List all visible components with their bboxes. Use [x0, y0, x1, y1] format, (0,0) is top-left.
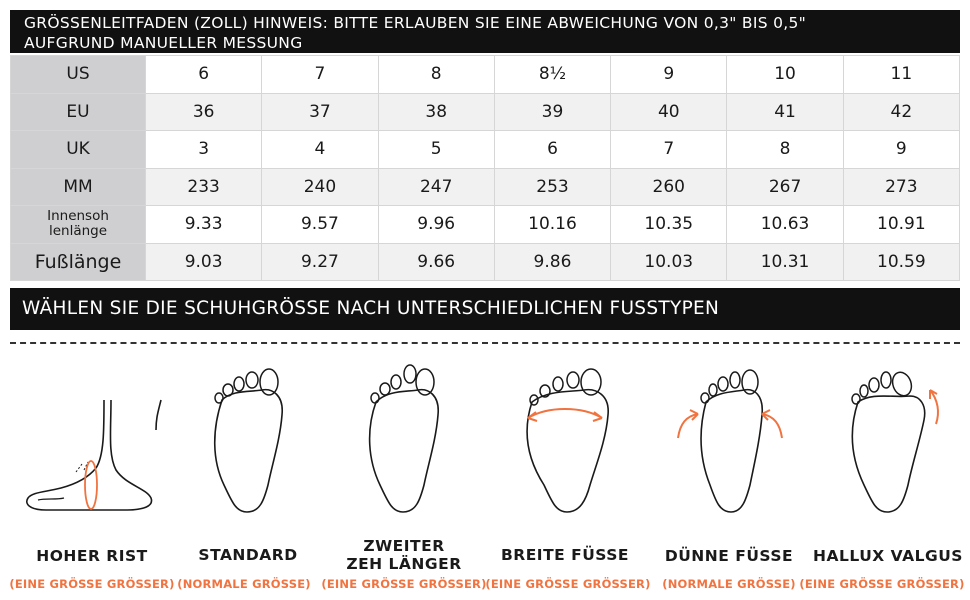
table-cell: 9.96	[377, 205, 495, 244]
foot-type-narrow	[650, 360, 812, 520]
foot-type-size-note: (EINE GRÖSSE GRÖSSER)	[321, 577, 487, 591]
hallux-valgus-foot-icon	[851, 371, 939, 513]
second-toe-longer-foot-icon	[368, 364, 439, 513]
table-cell: 10.59	[842, 242, 961, 281]
high-instep-foot-side-icon	[26, 399, 162, 511]
foot-type-size-note: (EINE GRÖSSE GRÖSSER)	[9, 577, 175, 591]
foot-type-size-note: (EINE GRÖSSE GRÖSSER)	[485, 577, 651, 591]
row-header-uk: UK	[10, 130, 146, 169]
table-cell: 10	[726, 55, 844, 94]
table-cell: 9	[842, 130, 961, 169]
table-row-uk: UK 3 4 5 6 7 8 9	[10, 130, 961, 169]
table-cell: 8	[726, 130, 844, 169]
table-cell: 41	[726, 92, 844, 131]
table-cell: 9.33	[144, 205, 263, 244]
foot-type-name: HOHER RIST	[36, 547, 148, 565]
table-row-us: US 6 7 8 8½ 9 10 11	[10, 55, 961, 94]
table-cell: 10.91	[842, 205, 961, 244]
foot-type-name: DÜNNE FÜSSE	[664, 547, 794, 565]
row-header-foot-length: Fußlänge	[10, 242, 146, 281]
foot-type-name-line-2: ZEH LÄNGER	[346, 555, 462, 573]
dashed-divider	[10, 342, 960, 344]
foot-type-name-line-1: ZWEITER	[363, 537, 445, 555]
table-cell: 240	[261, 167, 379, 206]
table-row-insole-length: Innensoh lenlänge 9.33 9.57 9.96 10.16 1…	[10, 205, 961, 244]
table-cell: 7	[261, 55, 379, 94]
table-cell: 5	[377, 130, 495, 169]
foot-type-name: ZWEITER ZEH LÄNGER	[318, 537, 490, 573]
foot-type-size-note: (EINE GRÖSSE GRÖSSER)	[799, 577, 965, 591]
table-cell: 39	[493, 92, 612, 131]
table-cell: 4	[261, 130, 379, 169]
table-cell: 10.63	[726, 205, 844, 244]
foot-type-heading: WÄHLEN SIE DIE SCHUHGRÖSSE NACH UNTERSCH…	[10, 288, 960, 330]
table-cell: 10.03	[610, 242, 728, 281]
table-row-eu: EU 36 37 38 39 40 41 42	[10, 92, 961, 131]
foot-type-size-note: (NORMALE GRÖSSE)	[662, 577, 796, 591]
table-cell: 233	[144, 167, 263, 206]
row-header-insole-line-1: Innensoh	[47, 208, 109, 225]
table-cell: 11	[842, 55, 961, 94]
table-cell: 253	[493, 167, 612, 206]
foot-type-second-toe-longer	[322, 360, 484, 520]
table-row-foot-length: Fußlänge 9.03 9.27 9.66 9.86 10.03 10.31…	[10, 242, 961, 281]
table-cell: 42	[842, 92, 961, 131]
table-cell: 36	[144, 92, 263, 131]
row-header-mm: MM	[10, 167, 146, 206]
foot-type-size-note: (NORMALE GRÖSSE)	[177, 577, 311, 591]
narrow-foot-icon	[677, 369, 783, 513]
table-cell: 260	[610, 167, 728, 206]
table-cell: 3	[144, 130, 263, 169]
table-cell: 247	[377, 167, 495, 206]
header-line-2: AUFGRUND MANUELLER MESSUNG	[24, 34, 303, 52]
foot-type-standard	[166, 360, 328, 520]
table-cell: 6	[144, 55, 263, 94]
table-cell: 38	[377, 92, 495, 131]
table-cell: 37	[261, 92, 379, 131]
table-cell: 9.27	[261, 242, 379, 281]
foot-type-wide	[486, 360, 648, 520]
row-header-insole-line-2: lenlänge	[48, 223, 108, 240]
table-cell: 10.16	[493, 205, 612, 244]
foot-type-name: BREITE FÜSSE	[500, 546, 630, 564]
table-cell: 273	[842, 167, 961, 206]
row-header-eu: EU	[10, 92, 146, 131]
table-cell: 7	[610, 130, 728, 169]
table-cell: 10.35	[610, 205, 728, 244]
table-cell: 9.66	[377, 242, 495, 281]
table-cell: 9.57	[261, 205, 379, 244]
foot-type-name: STANDARD	[198, 546, 298, 564]
table-cell: 267	[726, 167, 844, 206]
row-header-insole-length: Innensoh lenlänge	[10, 205, 146, 244]
table-cell: 9.86	[493, 242, 612, 281]
table-cell: 10.31	[726, 242, 844, 281]
foot-type-name: HALLUX VALGUS	[813, 547, 963, 565]
size-table: US 6 7 8 8½ 9 10 11 EU 36 37 38 39 40 41…	[10, 55, 961, 281]
size-guide-header: GRÖSSENLEITFADEN (ZOLL) HINWEIS: BITTE E…	[10, 10, 960, 53]
table-row-mm: MM 233 240 247 253 260 267 273	[10, 167, 961, 206]
table-cell: 9	[610, 55, 728, 94]
standard-foot-icon	[213, 368, 283, 513]
table-cell: 8½	[493, 55, 612, 94]
row-header-us: US	[10, 55, 146, 94]
table-cell: 8	[377, 55, 495, 94]
foot-type-high-instep	[10, 360, 172, 520]
header-line-1: GRÖSSENLEITFADEN (ZOLL) HINWEIS: BITTE E…	[24, 14, 807, 32]
table-cell: 40	[610, 92, 728, 131]
wide-foot-icon	[526, 368, 609, 513]
table-cell: 6	[493, 130, 612, 169]
table-cell: 9.03	[144, 242, 263, 281]
foot-type-hallux-valgus	[806, 360, 968, 520]
